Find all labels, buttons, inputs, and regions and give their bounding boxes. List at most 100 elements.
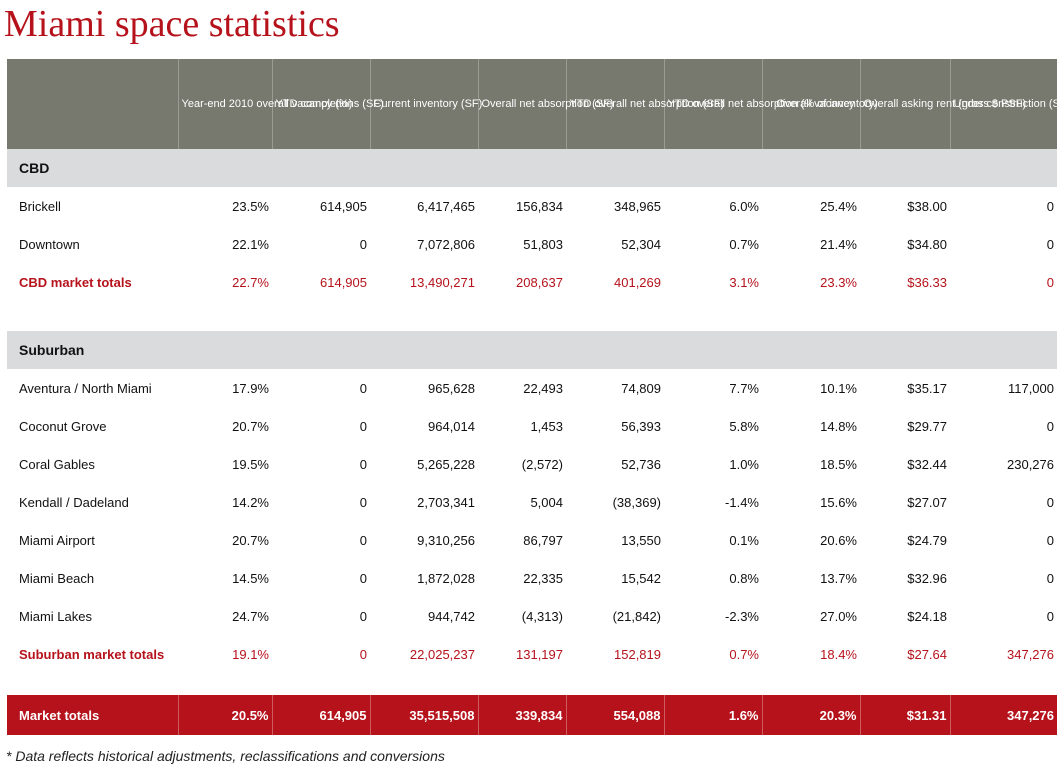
- table-cell: 52,736: [621, 456, 661, 472]
- table-cell: 0.8%: [729, 570, 759, 586]
- table-cell: 0: [359, 380, 367, 396]
- table-cell: 0: [359, 570, 367, 586]
- table-cell: 2,703,341: [417, 494, 475, 510]
- table-cell: 86,797: [523, 532, 563, 548]
- table-cell: 52,304: [621, 236, 661, 252]
- table-cell: 0: [359, 646, 367, 662]
- spacer-row: [7, 301, 1057, 331]
- column-header-submarket: [7, 59, 179, 149]
- table-cell: 13.7%: [820, 570, 857, 586]
- table-cell: 14.5%: [232, 570, 269, 586]
- table-cell: 0.1%: [729, 532, 759, 548]
- row-label: Brickell: [19, 198, 61, 214]
- table-cell: 7.7%: [729, 380, 759, 396]
- table-cell: $24.18: [907, 608, 947, 624]
- column-header-under-construction: Under construction (SF): [950, 59, 1060, 149]
- table-cell: 614,905: [320, 198, 367, 214]
- table-cell: 0: [359, 494, 367, 510]
- table-cell: $32.44: [907, 456, 947, 472]
- table-cell: 614,905: [320, 274, 367, 290]
- column-header-ytd-absorption-pct: YTD overall net absorption (% of invento…: [664, 59, 878, 149]
- table-cell: 22,025,237: [409, 646, 475, 662]
- table-cell: 6,417,465: [417, 198, 475, 214]
- section-header-suburban: Suburban: [7, 331, 1057, 369]
- table-cell: 20.7%: [232, 418, 269, 434]
- table-cell: 0: [1046, 494, 1054, 510]
- table-cell: 23.5%: [232, 198, 269, 214]
- section-label: CBD: [7, 149, 1057, 187]
- table-cell: 27.0%: [820, 608, 857, 624]
- table-cell: 51,803: [523, 236, 563, 252]
- table-row: Coconut Grove 20.7% 0 964,014 1,453 56,393 5.8…: [7, 407, 1057, 445]
- row-label: Miami Lakes: [19, 608, 92, 624]
- table-cell: 18.4%: [820, 646, 857, 662]
- table-cell: 10.1%: [820, 380, 857, 396]
- table-cell: 614,905: [272, 695, 371, 735]
- table-row: Kendall / Dadeland 14.2% 0 2,703,341 5,004 (3…: [7, 483, 1057, 521]
- table-cell: 0.7%: [729, 646, 759, 662]
- row-label: Miami Airport: [19, 532, 95, 548]
- table-row: Downtown 22.1% 0 7,072,806 51,803 52,304 0.7% 2…: [7, 225, 1057, 263]
- market-totals-row: Market totals 20.5% 614,905 35,515,508 339,8…: [7, 695, 1057, 735]
- section-label: Suburban: [7, 331, 1057, 369]
- table-cell: 339,834: [478, 695, 567, 735]
- table-cell: (2,572): [521, 456, 563, 472]
- table-cell: 13,550: [621, 532, 661, 548]
- table-cell: 348,965: [614, 198, 661, 214]
- table-cell: $31.31: [860, 695, 951, 735]
- table-cell: $27.07: [907, 494, 947, 510]
- table-cell: $24.79: [907, 532, 947, 548]
- table-cell: 131,197: [516, 646, 563, 662]
- table-cell: 7,072,806: [417, 236, 475, 252]
- row-label: Suburban market totals: [19, 646, 165, 662]
- table-cell: 3.1%: [729, 274, 759, 290]
- table-cell: 0: [359, 532, 367, 548]
- table-cell: 9,310,256: [417, 532, 475, 548]
- subtotal-row-cbd: CBD market totals 22.7% 614,905 13,490,271 2…: [7, 263, 1057, 301]
- table-cell: 6.0%: [729, 198, 759, 214]
- row-label: Kendall / Dadeland: [19, 494, 129, 510]
- table-cell: $32.96: [907, 570, 947, 586]
- row-label: Miami Beach: [19, 570, 95, 586]
- table-cell: 156,834: [516, 198, 563, 214]
- page-title: Miami space statistics: [4, 3, 340, 45]
- table-cell: 23.3%: [820, 274, 857, 290]
- subtotal-row-suburban: Suburban market totals 19.1% 0 22,025,237 13…: [7, 635, 1057, 673]
- row-label: CBD market totals: [19, 274, 132, 290]
- table-cell: 5,004: [530, 494, 563, 510]
- table-cell: 0: [1046, 198, 1054, 214]
- table-cell: $38.00: [907, 198, 947, 214]
- table-cell: 347,276: [1007, 646, 1054, 662]
- table-cell: 117,000: [1007, 380, 1054, 396]
- table-cell: 0: [1046, 532, 1054, 548]
- table-cell: $36.33: [907, 274, 947, 290]
- table-cell: (4,313): [521, 608, 563, 624]
- table-cell: (21,842): [612, 608, 661, 624]
- table-cell: 22.1%: [232, 236, 269, 252]
- table-row: Miami Beach 14.5% 0 1,872,028 22,335 15,542 0.…: [7, 559, 1057, 597]
- table-cell: (38,369): [612, 494, 661, 510]
- table-header-row: Year-end 2010 overall vacancy (%) YTD co…: [7, 59, 1060, 149]
- table-cell: 0: [359, 236, 367, 252]
- table-cell: 0: [359, 608, 367, 624]
- table-cell: 13,490,271: [409, 274, 475, 290]
- table-row: Aventura / North Miami 17.9% 0 965,628 22,49…: [7, 369, 1057, 407]
- table-cell: 25.4%: [820, 198, 857, 214]
- column-header-overall-vacancy: Overall vacancy: [762, 59, 861, 149]
- table-cell: 21.4%: [820, 236, 857, 252]
- table-row: Miami Airport 20.7% 0 9,310,256 86,797 13,550…: [7, 521, 1057, 559]
- table-cell: 19.5%: [232, 456, 269, 472]
- table-cell: 0: [359, 418, 367, 434]
- table-cell: 20.6%: [820, 532, 857, 548]
- table-cell: 1.0%: [729, 456, 759, 472]
- table-cell: $35.17: [907, 380, 947, 396]
- table-cell: 230,276: [1007, 456, 1054, 472]
- table-cell: 1,453: [530, 418, 563, 434]
- table-cell: 152,819: [614, 646, 661, 662]
- table-cell: 5.8%: [729, 418, 759, 434]
- table-cell: 22,493: [523, 380, 563, 396]
- table-cell: -1.4%: [725, 494, 759, 510]
- table-cell: 0: [359, 456, 367, 472]
- table-row: Coral Gables 19.5% 0 5,265,228 (2,572) 52,736…: [7, 445, 1057, 483]
- column-header-net-absorption: Overall net absorption (SF): [478, 59, 614, 149]
